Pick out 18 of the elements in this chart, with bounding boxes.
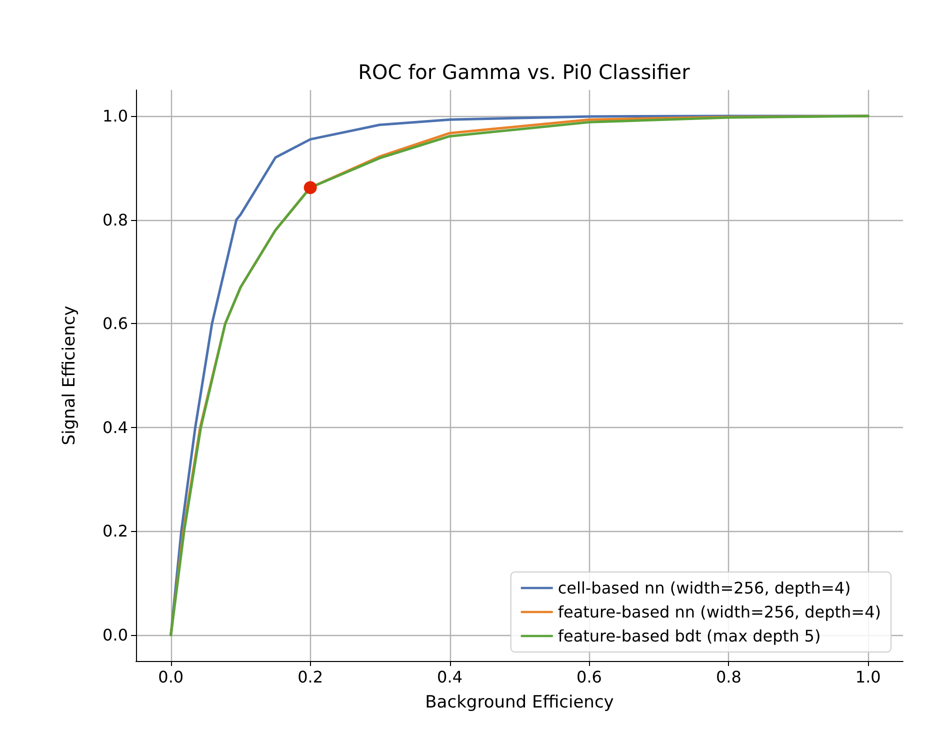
x-tick-label: 0.2 (298, 668, 324, 686)
x-tick-label: 1.0 (855, 668, 881, 686)
x-tick-label: 0.8 (716, 668, 742, 686)
x-tick-label: 0.6 (576, 668, 602, 686)
x-tick-label: 0.4 (437, 668, 462, 686)
x-axis-title: Background Efficiency (425, 692, 614, 712)
legend-label: cell-based nn (width=256, depth=4) (558, 578, 851, 598)
y-tick-label: 0.8 (102, 210, 128, 230)
y-tick-label: 0.4 (102, 418, 128, 437)
y-tick-label: 1.0 (102, 106, 128, 126)
chart-title: ROC for Gamma vs. Pi0 Classifier (358, 60, 691, 84)
y-tick-label: 0.6 (102, 314, 128, 334)
y-tick-label: 0.0 (102, 626, 128, 645)
legend-label: feature-based nn (width=256, depth=4) (558, 602, 882, 622)
y-tick-label: 0.2 (102, 522, 128, 541)
y-axis-title: Signal Efficiency (60, 306, 80, 446)
legend-label: feature-based bdt (max depth 5) (558, 626, 821, 646)
x-tick-label: 0.0 (158, 668, 184, 686)
